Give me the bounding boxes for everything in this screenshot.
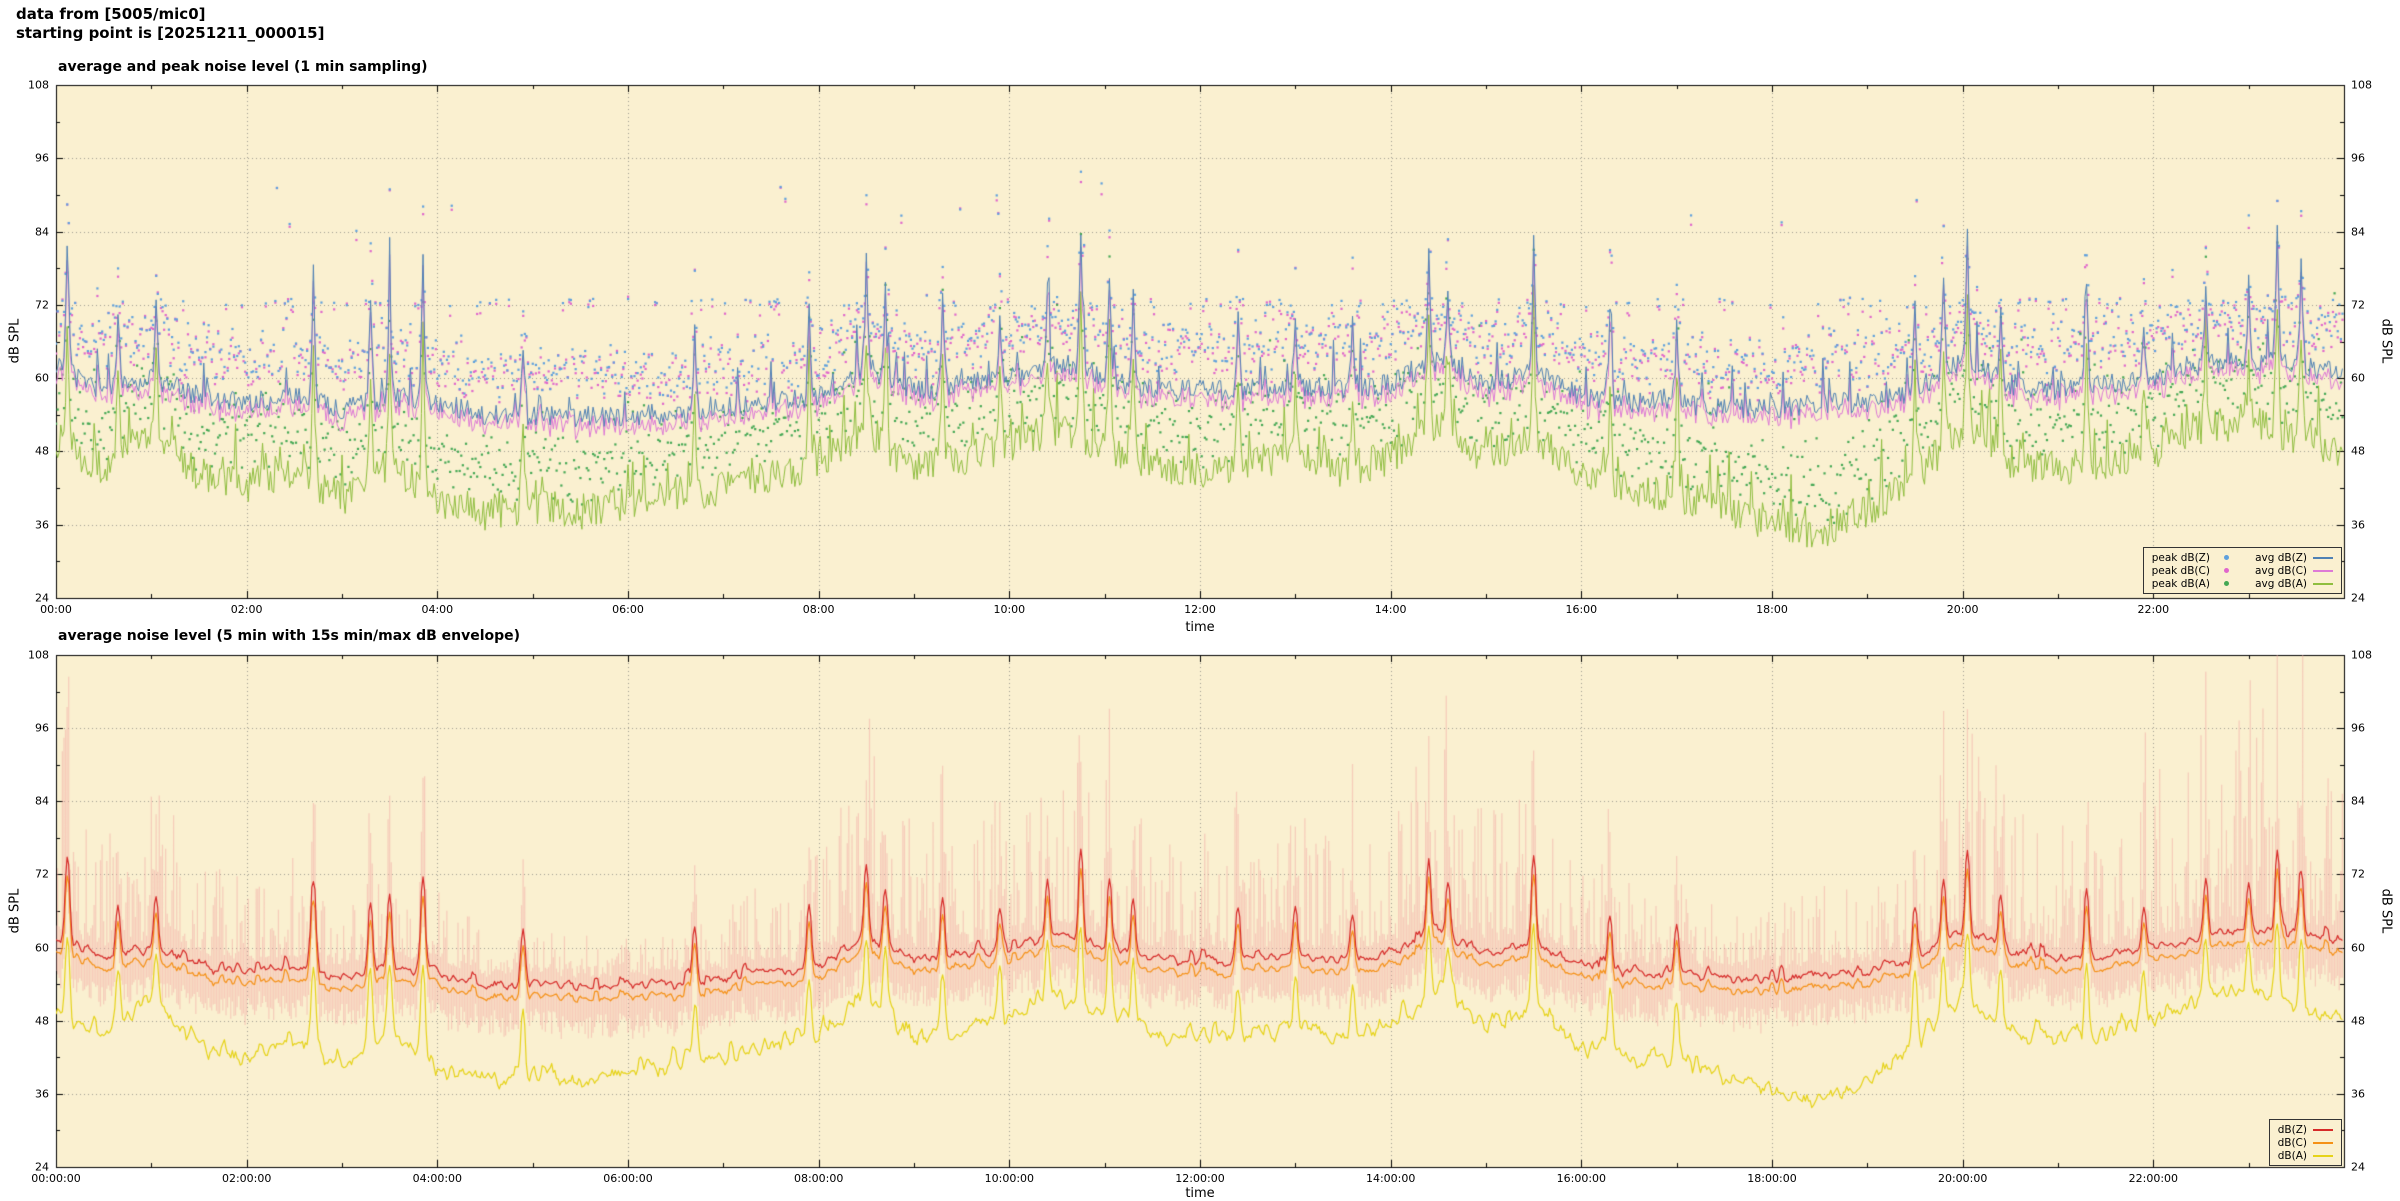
legend-label: peak dB(Z) — [2151, 551, 2210, 564]
legend-point-marker — [2223, 568, 2229, 573]
legend-label: dB(A) — [2277, 1149, 2307, 1162]
y2-tick-label: 24 — [2351, 1160, 2365, 1174]
y2-tick-label: 108 — [2351, 78, 2372, 92]
legend-item: avg dB(C) — [2253, 565, 2335, 577]
y2-tick-label: 48 — [2351, 444, 2365, 458]
chart2-xlabel: time — [1185, 1186, 1215, 1201]
legend-line-marker — [2313, 569, 2333, 572]
y-tick-label: 48 — [35, 1014, 49, 1028]
chart2-ylabel-left: dB SPL — [7, 888, 23, 934]
legend-item: peak dB(C) — [2150, 565, 2239, 577]
y-tick-label: 60 — [35, 371, 49, 385]
x-tick-label: 06:00 — [612, 603, 644, 616]
x-tick-label: 04:00:00 — [412, 1172, 463, 1185]
legend-item: dB(A) — [2276, 1150, 2335, 1162]
x-tick-label: 02:00 — [230, 603, 263, 616]
legend-line-marker — [2313, 1154, 2333, 1157]
y2-tick-label: 36 — [2351, 1087, 2365, 1101]
legend-item: dB(Z) — [2276, 1124, 2335, 1136]
x-tick-label: 10:00:00 — [984, 1172, 1035, 1185]
chart1-legend: peak dB(Z) avg dB(Z) peak dB(C) avg dB(C) pe… — [2142, 547, 2342, 594]
legend-line-marker — [2313, 1141, 2333, 1144]
y-tick-label: 24 — [35, 591, 49, 605]
y2-tick-label: 48 — [2351, 1014, 2365, 1028]
legend-label: dB(C) — [2277, 1136, 2307, 1149]
y2-tick-label: 60 — [2351, 941, 2365, 955]
y2-tick-label: 108 — [2351, 648, 2372, 662]
legend-label: peak dB(A) — [2151, 577, 2210, 590]
y-tick-label: 36 — [35, 518, 49, 532]
chart1-ylabel-right: dB SPL — [2378, 318, 2394, 364]
chart2-title: average noise level (5 min with 15s min/… — [58, 628, 521, 644]
x-tick-label: 20:00 — [1946, 603, 1979, 616]
x-tick-label: 16:00:00 — [1556, 1172, 1607, 1185]
y-tick-label: 36 — [35, 1087, 49, 1101]
header-line2: starting point is [20251211_000015] — [16, 24, 325, 42]
y2-tick-label: 24 — [2351, 591, 2365, 605]
x-tick-label: 22:00:00 — [2128, 1172, 2179, 1185]
x-tick-label: 12:00 — [1184, 603, 1216, 616]
chart1-ylabel-left: dB SPL — [7, 318, 23, 364]
y-tick-label: 96 — [35, 721, 49, 735]
legend-line-marker — [2313, 1128, 2333, 1131]
legend-label: avg dB(C) — [2254, 564, 2307, 577]
chart1-xlabel: time — [1185, 620, 1215, 635]
x-tick-label: 14:00:00 — [1365, 1172, 1416, 1185]
header-line1: data from [5005/mic0] — [16, 5, 206, 23]
legend-label: peak dB(C) — [2151, 564, 2210, 577]
y2-tick-label: 84 — [2351, 225, 2365, 239]
x-tick-label: 14:00 — [1374, 603, 1407, 616]
x-tick-label: 10:00 — [993, 603, 1026, 616]
legend-item: avg dB(A) — [2253, 578, 2335, 590]
legend-label: avg dB(Z) — [2255, 551, 2307, 564]
y-tick-label: 108 — [28, 78, 49, 92]
chart2-legend: dB(Z) dB(C) dB(A) — [2268, 1119, 2342, 1166]
x-tick-label: 08:00 — [802, 603, 835, 616]
y2-tick-label: 72 — [2351, 298, 2365, 312]
x-tick-label: 20:00:00 — [1937, 1172, 1988, 1185]
legend-point-marker — [2223, 555, 2229, 560]
chart1-title: average and peak noise level (1 min samp… — [58, 59, 428, 75]
y-tick-label: 48 — [35, 444, 49, 458]
x-tick-label: 00:00 — [40, 603, 72, 616]
x-tick-label: 22:00 — [2137, 603, 2170, 616]
y2-tick-label: 72 — [2351, 867, 2365, 881]
y-tick-label: 72 — [35, 867, 49, 881]
x-tick-label: 16:00 — [1565, 603, 1598, 616]
x-tick-label: 04:00 — [421, 603, 454, 616]
y2-tick-label: 96 — [2351, 721, 2365, 735]
y-tick-label: 108 — [28, 648, 49, 662]
legend-item: dB(C) — [2276, 1137, 2335, 1149]
x-tick-label: 18:00:00 — [1747, 1172, 1797, 1185]
y-tick-label: 24 — [35, 1160, 49, 1174]
x-tick-label: 12:00:00 — [1175, 1172, 1225, 1185]
x-tick-label: 18:00 — [1756, 603, 1788, 616]
x-tick-label: 06:00:00 — [603, 1172, 653, 1185]
y-tick-label: 84 — [35, 225, 49, 239]
y2-tick-label: 60 — [2351, 371, 2365, 385]
legend-item: peak dB(A) — [2150, 578, 2239, 590]
y-tick-label: 72 — [35, 298, 49, 312]
legend-line-marker — [2313, 556, 2333, 559]
legend-label: avg dB(A) — [2255, 577, 2307, 590]
y-tick-label: 84 — [35, 794, 49, 808]
x-tick-label: 08:00:00 — [793, 1172, 844, 1185]
y2-tick-label: 84 — [2351, 794, 2365, 808]
legend-item: avg dB(Z) — [2253, 552, 2335, 564]
x-tick-label: 00:00:00 — [31, 1172, 81, 1185]
y2-tick-label: 36 — [2351, 518, 2365, 532]
legend-line-marker — [2313, 582, 2333, 585]
legend-point-marker — [2223, 581, 2229, 586]
y2-tick-label: 96 — [2351, 151, 2365, 165]
legend-label: dB(Z) — [2277, 1123, 2307, 1136]
legend-item: peak dB(Z) — [2150, 552, 2239, 564]
y-tick-label: 60 — [35, 941, 49, 955]
chart2-ylabel-right: dB SPL — [2378, 888, 2394, 934]
x-tick-label: 02:00:00 — [221, 1172, 272, 1185]
y-tick-label: 96 — [35, 151, 49, 165]
